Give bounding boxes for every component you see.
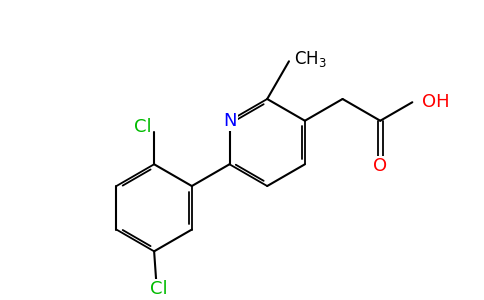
Text: Cl: Cl: [134, 118, 151, 136]
Text: O: O: [373, 157, 387, 175]
Text: Cl: Cl: [150, 280, 167, 298]
Text: N: N: [223, 112, 236, 130]
Text: OH: OH: [423, 93, 450, 111]
Text: CH$_3$: CH$_3$: [294, 49, 327, 69]
